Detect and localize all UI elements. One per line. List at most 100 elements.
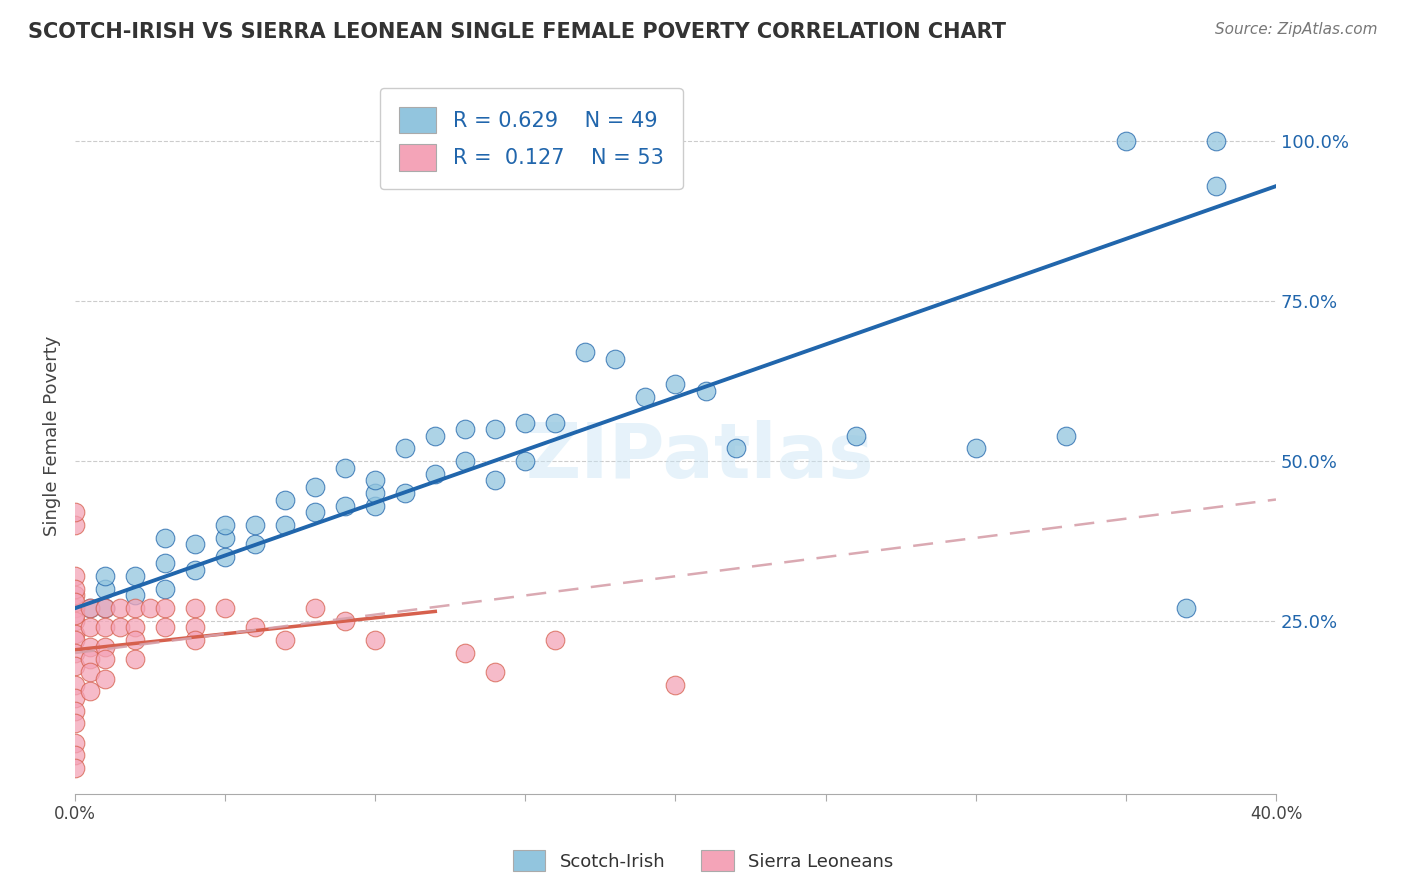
Point (79, 601, 101, 615)
Point (965, 442, 987, 456)
Point (394, 442, 416, 456)
Point (63, 518, 86, 533)
Point (184, 601, 207, 615)
Point (79, 640, 101, 654)
Point (63, 704, 86, 718)
Point (79, 652, 101, 666)
Point (1115, 135, 1137, 149)
Point (153, 531, 176, 545)
Point (544, 633, 567, 648)
Point (63, 614, 86, 628)
Point (184, 537, 207, 551)
Point (63, 748, 86, 763)
Point (515, 454, 537, 468)
Point (184, 620, 207, 634)
Point (335, 499, 357, 513)
Point (1054, 428, 1077, 442)
Point (243, 620, 266, 634)
Point (139, 601, 162, 615)
Point (79, 601, 101, 615)
Point (484, 665, 506, 680)
Point (94, 672, 117, 686)
Point (695, 384, 717, 398)
Point (94, 582, 117, 596)
Point (63, 627, 86, 641)
Point (304, 480, 326, 494)
Point (63, 505, 86, 519)
Point (425, 428, 447, 442)
Point (124, 601, 146, 615)
Point (63, 658, 86, 673)
Legend: R = 0.629    N = 49, R =  0.127    N = 53: R = 0.629 N = 49, R = 0.127 N = 53 (380, 87, 683, 189)
Point (94, 620, 117, 634)
Point (364, 633, 387, 648)
Point (364, 499, 387, 513)
Point (304, 601, 326, 615)
Point (454, 454, 477, 468)
Point (63, 601, 86, 615)
Point (1205, 135, 1227, 149)
Point (454, 422, 477, 436)
Point (108, 620, 131, 634)
Point (94, 652, 117, 666)
Point (335, 460, 357, 475)
Point (845, 428, 868, 442)
Point (1205, 179, 1227, 194)
Point (184, 563, 207, 577)
Point (108, 601, 131, 615)
Point (274, 518, 297, 533)
Point (63, 633, 86, 648)
Point (364, 473, 387, 487)
Point (79, 665, 101, 680)
Point (124, 569, 146, 583)
Point (153, 601, 176, 615)
Point (63, 582, 86, 596)
Point (394, 486, 416, 500)
Point (274, 492, 297, 507)
Point (94, 640, 117, 654)
Point (544, 416, 567, 430)
Point (664, 377, 686, 392)
Point (484, 422, 506, 436)
Point (1174, 601, 1197, 615)
Text: Source: ZipAtlas.com: Source: ZipAtlas.com (1215, 22, 1378, 37)
Point (79, 684, 101, 698)
Point (335, 614, 357, 628)
Point (63, 690, 86, 705)
Point (634, 390, 657, 404)
Point (724, 442, 747, 456)
Point (124, 620, 146, 634)
Point (63, 646, 86, 660)
Point (153, 557, 176, 571)
Point (153, 620, 176, 634)
Point (63, 569, 86, 583)
Point (63, 761, 86, 775)
Point (63, 589, 86, 603)
Point (94, 601, 117, 615)
Point (274, 633, 297, 648)
Point (484, 473, 506, 487)
Point (63, 607, 86, 622)
Point (63, 678, 86, 692)
Point (214, 531, 236, 545)
Point (364, 486, 387, 500)
Point (425, 467, 447, 481)
Point (124, 633, 146, 648)
Point (515, 416, 537, 430)
Point (184, 633, 207, 648)
Point (63, 595, 86, 609)
Text: ZIPatlas: ZIPatlas (526, 420, 873, 494)
Point (214, 518, 236, 533)
Y-axis label: Single Female Poverty: Single Female Poverty (44, 335, 60, 536)
Point (243, 518, 266, 533)
Point (124, 652, 146, 666)
Point (79, 620, 101, 634)
Legend: Scotch-Irish, Sierra Leoneans: Scotch-Irish, Sierra Leoneans (505, 843, 901, 879)
Point (304, 505, 326, 519)
Point (214, 601, 236, 615)
Point (664, 678, 686, 692)
Point (94, 569, 117, 583)
Point (214, 550, 236, 565)
Point (243, 537, 266, 551)
Point (63, 716, 86, 731)
